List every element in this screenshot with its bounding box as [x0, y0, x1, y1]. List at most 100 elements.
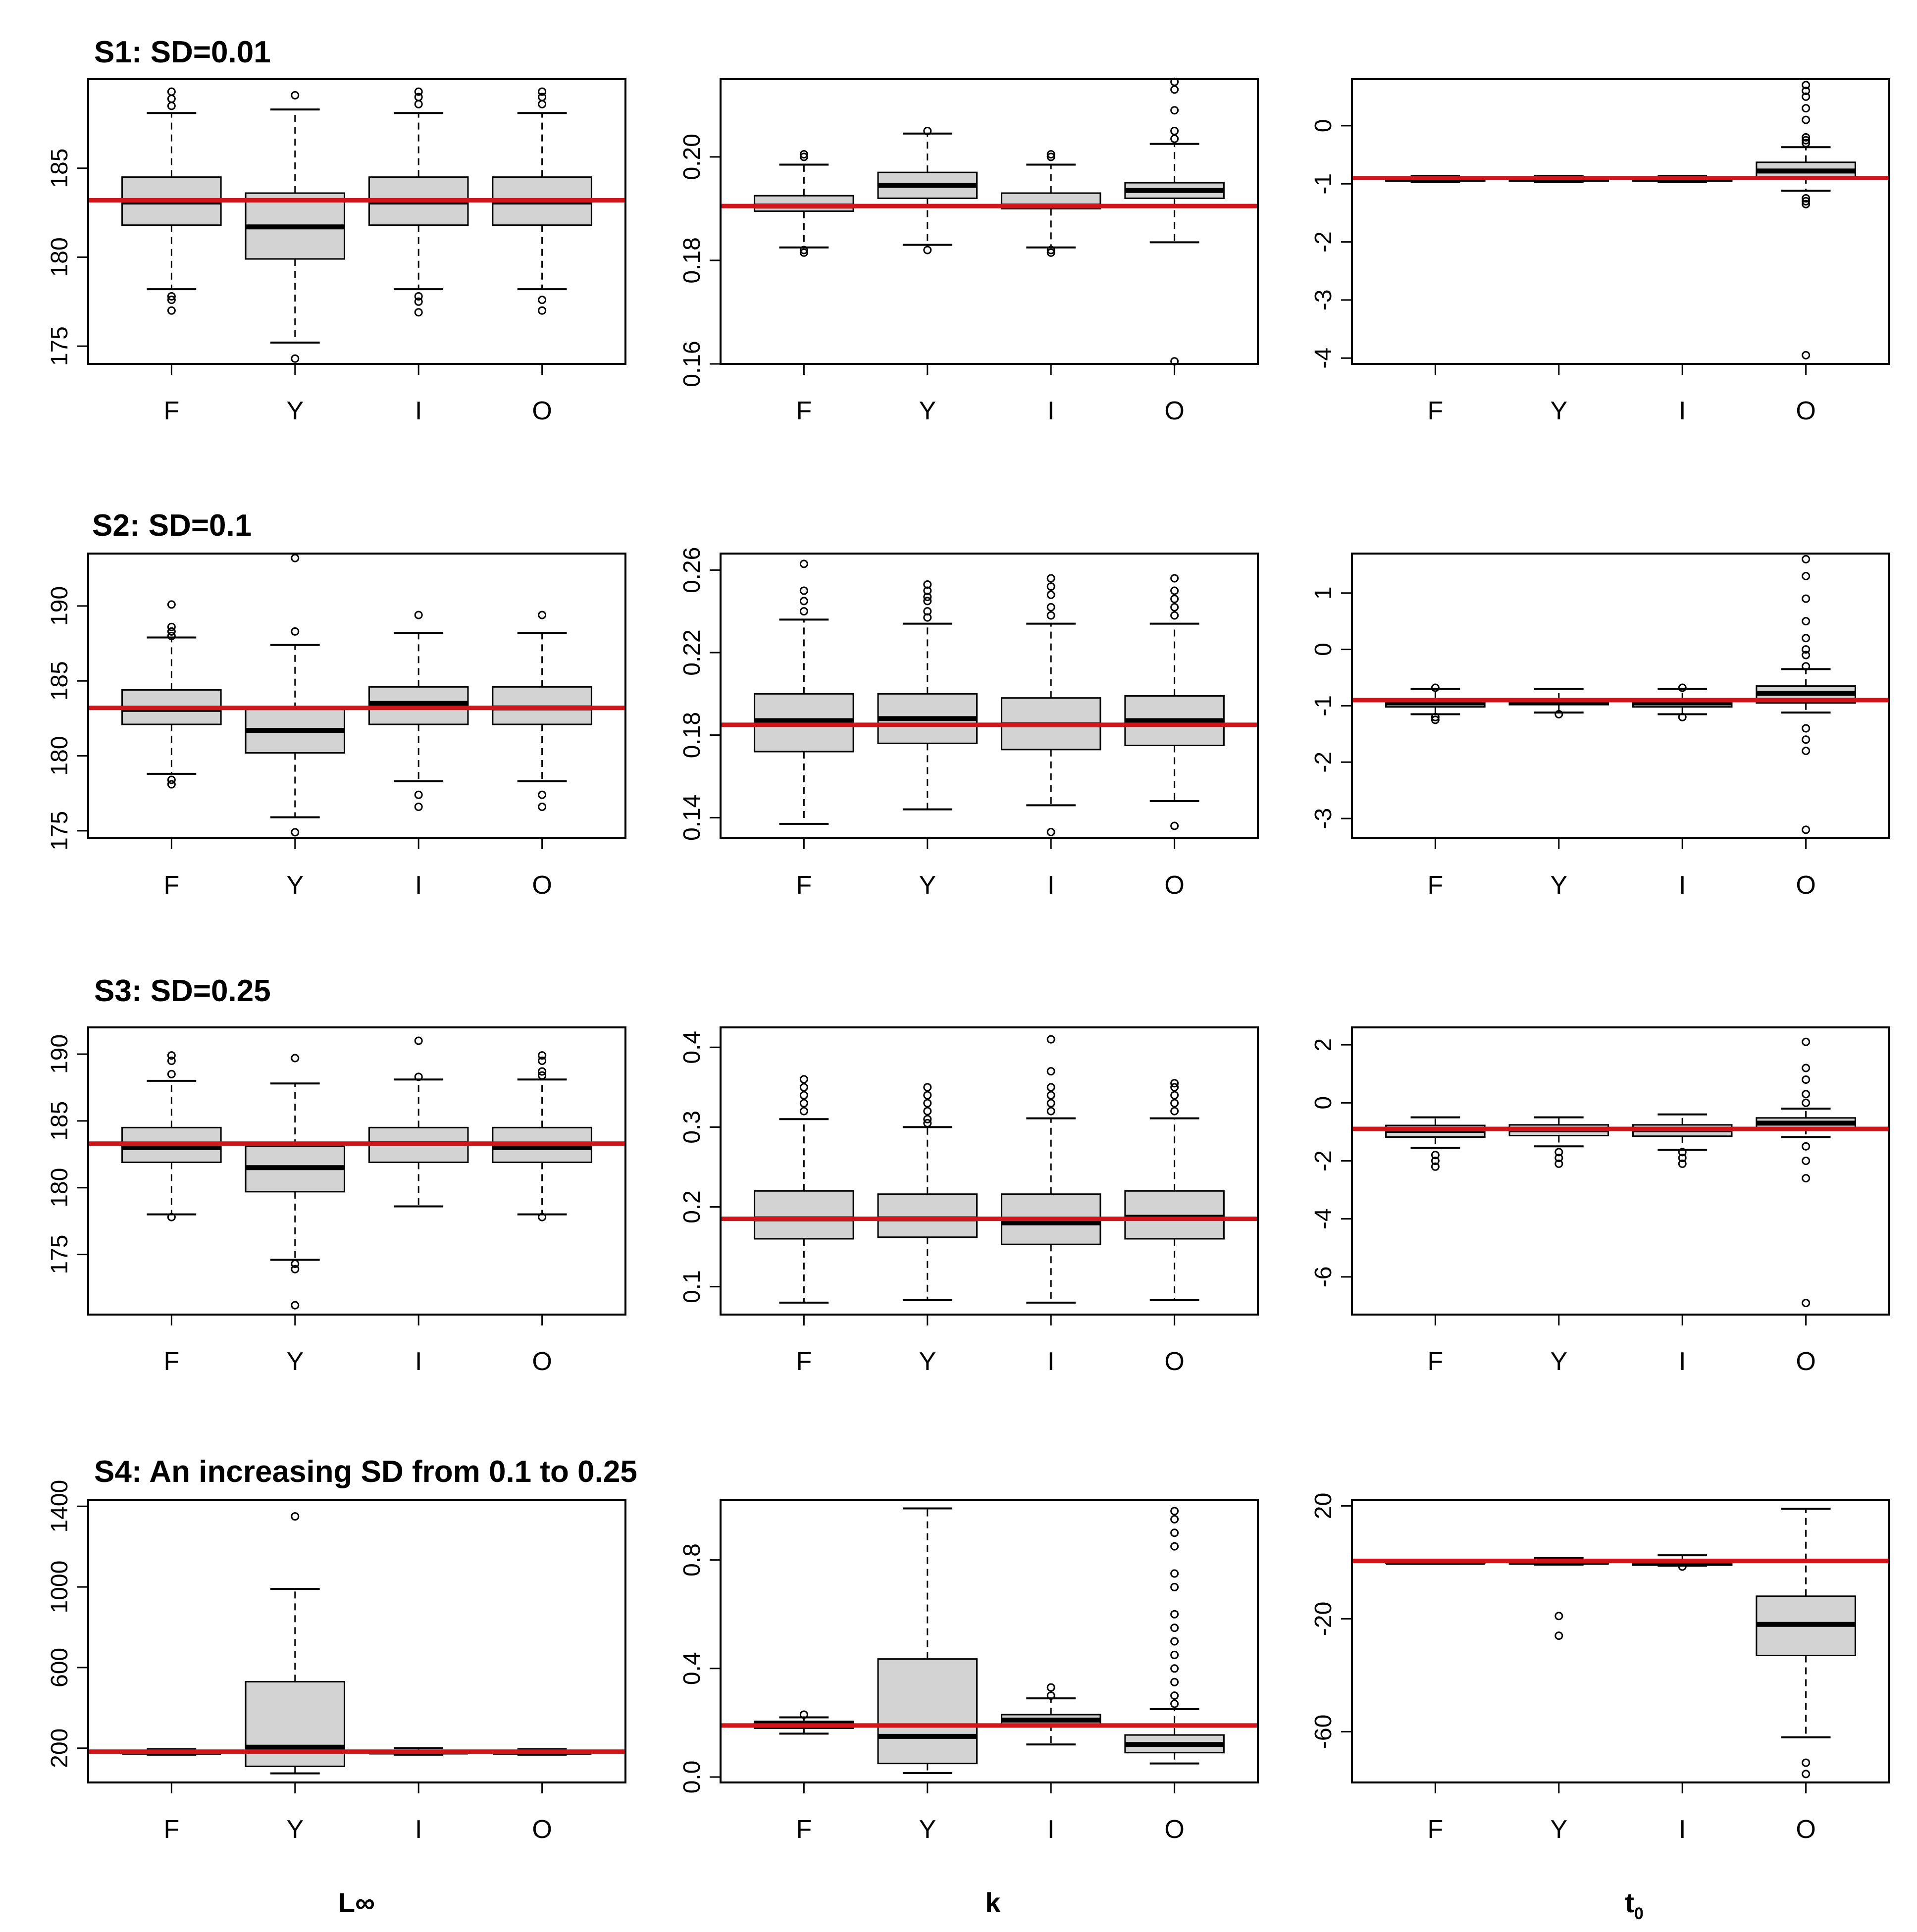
outlier-point: [414, 610, 423, 619]
y-tick-label: 0.8: [679, 1543, 705, 1576]
x-tick-label: I: [1679, 1815, 1686, 1844]
plot-frame: [1351, 1026, 1890, 1316]
outlier-point: [1802, 104, 1811, 113]
box-y: [245, 554, 346, 837]
outlier-point: [1802, 1758, 1811, 1767]
outlier-point: [799, 246, 808, 254]
outlier-point: [1678, 683, 1687, 692]
plot-frame: [87, 1026, 626, 1316]
x-tick-label: Y: [286, 397, 304, 425]
outlier-point: [1170, 1610, 1179, 1619]
box-i: [368, 1036, 469, 1208]
outlier-point: [1802, 634, 1811, 643]
outlier-point: [167, 627, 176, 636]
outlier-point: [1046, 1067, 1055, 1076]
x-tick-label: Y: [286, 1347, 304, 1376]
outlier-point: [1802, 645, 1811, 654]
outlier-point: [1170, 1091, 1179, 1100]
y-tick-label: 600: [47, 1648, 73, 1687]
box-iqr: [754, 195, 854, 212]
outlier-point: [1802, 1098, 1811, 1107]
outlier-point: [1431, 1162, 1440, 1171]
x-label-t0-sub: 0: [1634, 1904, 1644, 1923]
outlier-point: [1170, 821, 1179, 830]
y-tick-label: 175: [47, 1235, 73, 1274]
y-tick-label: 1: [1310, 586, 1337, 600]
outlier-point: [414, 87, 423, 96]
outlier-point: [538, 93, 547, 102]
outlier-point: [414, 93, 423, 102]
x-tick-label: F: [163, 397, 179, 425]
box-i: [368, 610, 469, 811]
y-tick-label: 185: [47, 149, 73, 188]
y-tick-label: 0.26: [679, 547, 705, 593]
outlier-point: [799, 1107, 808, 1116]
outlier-point: [1802, 1037, 1811, 1046]
outlier-point: [1554, 1148, 1563, 1157]
outlier-point: [1170, 1699, 1179, 1708]
x-tick-label: F: [796, 1815, 812, 1844]
panel-s4-t0: -60 -20 20 F Y I O: [1310, 1493, 1890, 1844]
outlier-point: [799, 1083, 808, 1092]
outlier-point: [1678, 1159, 1687, 1168]
box-f: [754, 559, 854, 825]
outlier-point: [1170, 1664, 1179, 1673]
y-tick-label: 185: [47, 661, 73, 701]
outlier-point: [923, 580, 932, 589]
box-f: [1385, 683, 1486, 724]
box-o: [1124, 77, 1225, 366]
x-tick-label: I: [1047, 1815, 1054, 1844]
box-y: [877, 127, 978, 254]
outlier-point: [1802, 81, 1811, 90]
plot-frame: [720, 1026, 1259, 1316]
box-o: [1124, 1507, 1225, 1765]
x-tick-label: O: [1796, 397, 1815, 425]
outlier-point: [1170, 1691, 1179, 1700]
y-tick-label: 180: [47, 736, 73, 776]
outlier-point: [1431, 712, 1440, 721]
x-tick-label: I: [1679, 397, 1686, 425]
outlier-point: [1170, 1542, 1179, 1551]
outlier-point: [1802, 617, 1811, 626]
x-tick-label: F: [796, 1347, 812, 1376]
outlier-point: [538, 790, 547, 799]
outlier-point: [1170, 1528, 1179, 1537]
y-tick-label: 0: [1310, 119, 1337, 133]
outlier-point: [291, 1054, 300, 1063]
outlier-point: [1046, 828, 1055, 836]
y-tick-label: -20: [1310, 1602, 1337, 1636]
box-y: [877, 1083, 978, 1301]
outlier-point: [1170, 1637, 1179, 1646]
y-tick-label: -2: [1310, 752, 1337, 773]
panel-s1-t0: -4 -3 -2 -1 0 F Y I O: [1310, 78, 1890, 425]
outlier-point: [167, 631, 176, 640]
outlier-point: [1554, 1631, 1563, 1640]
outlier-point: [1046, 153, 1055, 161]
outlier-point: [1431, 683, 1440, 692]
outlier-point: [1170, 85, 1179, 94]
outlier-point: [1802, 1064, 1811, 1072]
x-tick-label: I: [1047, 871, 1054, 900]
outlier-point: [1431, 1156, 1440, 1165]
x-label-t0: t0: [1625, 1887, 1644, 1923]
outlier-point: [291, 91, 300, 100]
outlier-point: [1170, 1624, 1179, 1632]
outlier-point: [1678, 712, 1687, 721]
plot-frame: [720, 553, 1259, 839]
outlier-point: [414, 790, 423, 799]
y-tick-label: 0.0: [679, 1761, 705, 1794]
y-tick-label: 1000: [47, 1561, 73, 1614]
outlier-point: [538, 1213, 547, 1221]
outlier-point: [291, 1301, 300, 1310]
outlier-point: [1046, 1683, 1055, 1692]
outlier-point: [1170, 603, 1179, 611]
outlier-point: [1046, 1107, 1055, 1116]
x-tick-label: Y: [286, 1815, 304, 1844]
x-tick-label: O: [1796, 1815, 1815, 1844]
outlier-point: [291, 828, 300, 837]
x-tick-label: I: [415, 871, 422, 900]
outlier-point: [167, 95, 176, 103]
outlier-point: [1046, 150, 1055, 159]
x-tick-label: O: [532, 1815, 552, 1844]
box-o: [1756, 1508, 1856, 1779]
